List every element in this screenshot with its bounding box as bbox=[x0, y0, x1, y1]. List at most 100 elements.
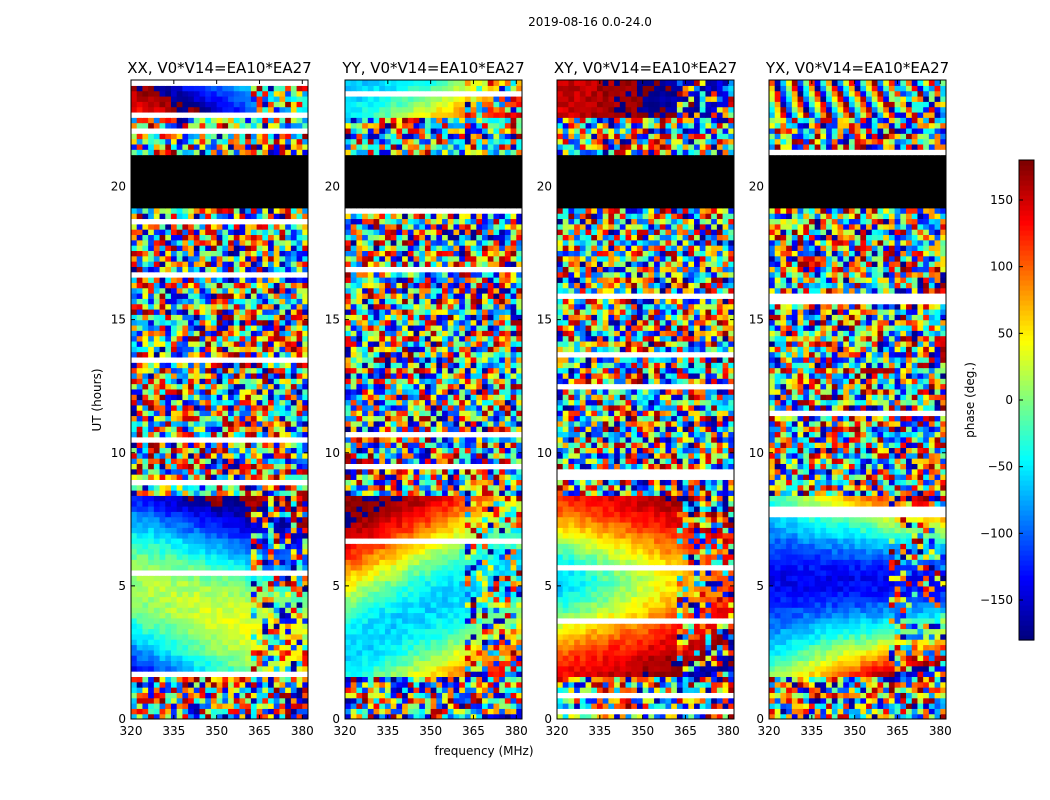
heatmap-cell bbox=[170, 191, 178, 198]
heatmap-cell bbox=[453, 687, 460, 693]
heatmap-cell bbox=[159, 420, 166, 427]
heatmap-cell bbox=[188, 692, 195, 699]
heatmap-cell bbox=[262, 159, 269, 166]
heatmap-cell bbox=[262, 229, 269, 236]
heatmap-cell bbox=[290, 138, 298, 145]
heatmap-cell bbox=[148, 553, 155, 560]
heatmap-cell bbox=[268, 127, 275, 134]
heatmap-cell bbox=[205, 165, 212, 172]
heatmap-cell bbox=[482, 527, 489, 534]
heatmap-cell bbox=[273, 245, 281, 251]
heatmap-cell bbox=[442, 511, 449, 518]
heatmap-cell bbox=[239, 617, 246, 624]
heatmap-cell bbox=[279, 521, 286, 528]
heatmap-cell bbox=[216, 95, 223, 102]
heatmap-cell bbox=[193, 303, 201, 310]
heatmap-cell bbox=[228, 543, 235, 550]
heatmap-cell bbox=[165, 569, 172, 576]
heatmap-cell bbox=[510, 596, 517, 603]
heatmap-cell bbox=[205, 159, 212, 166]
heatmap-cell bbox=[182, 404, 189, 411]
heatmap-cell bbox=[345, 559, 352, 566]
heatmap-cell bbox=[279, 532, 286, 539]
heatmap-cell bbox=[239, 340, 246, 347]
heatmap-cell bbox=[165, 261, 172, 267]
heatmap-cell bbox=[345, 628, 352, 635]
panel-title: XX, V0*V14=EA10*EA27 bbox=[127, 59, 311, 77]
heatmap-cell bbox=[136, 521, 144, 528]
heatmap-cell bbox=[222, 378, 229, 385]
heatmap-cell bbox=[159, 543, 166, 550]
heatmap-cell bbox=[373, 692, 380, 699]
heatmap-cell bbox=[142, 181, 149, 188]
heatmap-cell bbox=[216, 585, 223, 592]
heatmap-cell bbox=[447, 580, 455, 587]
heatmap-cell bbox=[170, 479, 178, 486]
heatmap-cell bbox=[193, 500, 201, 507]
heatmap-cell bbox=[379, 639, 386, 646]
heatmap-cell bbox=[131, 351, 138, 358]
heatmap-cell bbox=[205, 623, 212, 630]
heatmap-cell bbox=[153, 681, 161, 688]
heatmap-cell bbox=[165, 287, 172, 294]
heatmap-cell bbox=[228, 426, 235, 433]
heatmap-cell bbox=[256, 537, 263, 544]
heatmap-cell bbox=[262, 633, 269, 640]
heatmap-cell bbox=[384, 537, 392, 544]
heatmap-cell bbox=[256, 479, 263, 486]
heatmap-cell bbox=[424, 713, 432, 719]
heatmap-cell bbox=[390, 697, 397, 704]
heatmap-cell bbox=[170, 639, 178, 646]
heatmap-cell bbox=[193, 117, 201, 124]
heatmap-cell bbox=[345, 708, 352, 715]
heatmap-cell bbox=[262, 516, 269, 523]
heatmap-cell bbox=[193, 468, 201, 475]
heatmap-cell bbox=[142, 117, 149, 124]
heatmap-cell bbox=[142, 138, 149, 145]
heatmap-cell bbox=[250, 95, 258, 102]
heatmap-cell bbox=[210, 85, 218, 92]
heatmap-cell bbox=[296, 601, 303, 608]
heatmap-cell bbox=[182, 197, 189, 204]
heatmap-cell bbox=[290, 601, 298, 608]
heatmap-cell bbox=[131, 703, 138, 709]
heatmap-cell bbox=[228, 490, 235, 496]
heatmap-cell bbox=[279, 708, 286, 715]
heatmap-cell bbox=[205, 436, 212, 443]
heatmap-cell bbox=[245, 367, 252, 374]
heatmap-cell bbox=[170, 452, 178, 459]
heatmap-cell bbox=[199, 324, 206, 331]
heatmap-cell bbox=[148, 282, 155, 289]
heatmap-cell bbox=[516, 639, 522, 646]
heatmap-cell bbox=[188, 681, 195, 688]
heatmap-cell bbox=[193, 442, 201, 449]
heatmap-cell bbox=[131, 601, 138, 608]
heatmap-cell bbox=[290, 671, 298, 677]
heatmap-cell bbox=[285, 607, 292, 614]
heatmap-cell bbox=[233, 330, 241, 337]
heatmap-cell bbox=[153, 378, 161, 385]
heatmap-cell bbox=[131, 516, 138, 523]
heatmap-cell bbox=[273, 266, 281, 273]
heatmap-cell bbox=[159, 479, 166, 486]
heatmap-cell bbox=[176, 649, 183, 656]
heatmap-cell bbox=[379, 506, 386, 512]
heatmap-cell bbox=[373, 580, 380, 587]
heatmap-cell bbox=[228, 282, 235, 289]
heatmap-cell bbox=[165, 282, 172, 289]
heatmap-cell bbox=[510, 676, 517, 683]
heatmap-cell bbox=[136, 463, 144, 470]
heatmap-cell bbox=[350, 585, 358, 592]
heatmap-cell bbox=[424, 649, 432, 656]
heatmap-cell bbox=[373, 633, 380, 640]
heatmap-cell bbox=[216, 548, 223, 555]
heatmap-cell bbox=[402, 527, 409, 534]
heatmap-cell bbox=[256, 106, 263, 113]
heatmap-cell bbox=[285, 271, 292, 278]
heatmap-cell bbox=[362, 692, 369, 699]
heatmap-cell bbox=[170, 532, 178, 539]
heatmap-cell bbox=[296, 181, 303, 188]
heatmap-cell bbox=[153, 372, 161, 379]
heatmap-cell bbox=[356, 649, 363, 656]
heatmap-cell bbox=[188, 287, 195, 294]
